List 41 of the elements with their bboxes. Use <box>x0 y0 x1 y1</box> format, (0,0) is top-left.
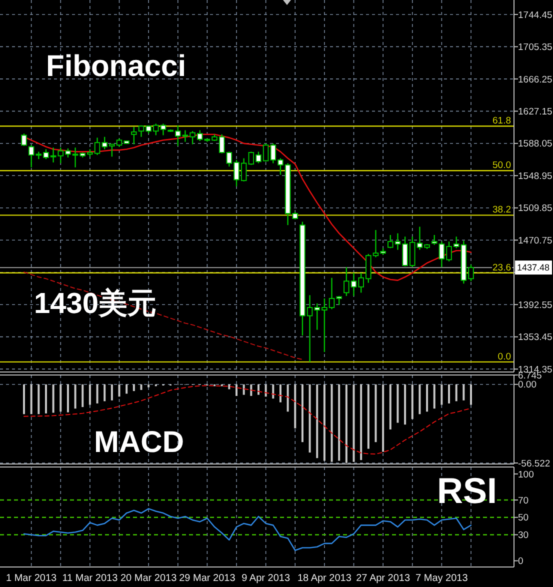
line-series <box>24 272 303 360</box>
annotation: 23.6 <box>492 262 511 274</box>
line-series <box>23 508 472 552</box>
annotation: 50.0 <box>492 160 511 172</box>
x-tick-label: 29 Mar 2013 <box>179 573 236 584</box>
y-tick-label: 1548.95 <box>518 170 552 182</box>
y-tick-label: 30 <box>518 530 529 542</box>
y-tick-label: 1627.15 <box>518 106 552 118</box>
y-tick-label: -56.522 <box>518 458 550 470</box>
y-tick-label: 1744.45 <box>518 10 552 21</box>
x-tick-label: 7 May 2013 <box>416 573 468 584</box>
x-tick-label: 9 Apr 2013 <box>242 573 290 584</box>
y-tick-label: 1705.35 <box>518 42 552 54</box>
y-tick-label: 1666.25 <box>518 74 552 86</box>
y-tick-label: 100 <box>518 469 534 480</box>
line-series <box>24 385 472 455</box>
annotation: 38.2 <box>492 204 511 216</box>
annotation: 61.8 <box>492 116 511 127</box>
y-tick-label: 70 <box>518 495 529 506</box>
x-tick-label: 11 Mar 2013 <box>62 573 118 584</box>
x-tick-label: 18 Apr 2013 <box>297 573 352 584</box>
text: MACD <box>94 426 184 459</box>
x-tick-label: 27 Apr 2013 <box>356 573 410 584</box>
y-tick-label: 0.00 <box>518 380 536 391</box>
ref-line-label: 1437.48 <box>517 262 550 273</box>
y-tick-label: 1392.55 <box>518 300 552 311</box>
text: Fibonacci <box>46 50 186 83</box>
candlestick <box>431 234 438 246</box>
y-tick-label: 1509.85 <box>518 203 552 214</box>
y-tick-label: 0 <box>518 556 524 568</box>
y-tick-label: 1470.75 <box>518 235 552 246</box>
y-tick-label: 50 <box>518 512 529 524</box>
candlestick <box>21 132 27 147</box>
chart-title: RSI <box>437 470 498 511</box>
annotation: 0.0 <box>498 351 511 362</box>
x-tick-label: 20 Mar 2013 <box>120 573 178 584</box>
candlestick <box>131 126 137 145</box>
y-tick-label: 1353.45 <box>518 332 552 344</box>
x-tick-label: 1 Mar 2013 <box>6 573 58 584</box>
candlestick <box>28 144 34 168</box>
y-tick-label: 1588.05 <box>518 138 552 150</box>
